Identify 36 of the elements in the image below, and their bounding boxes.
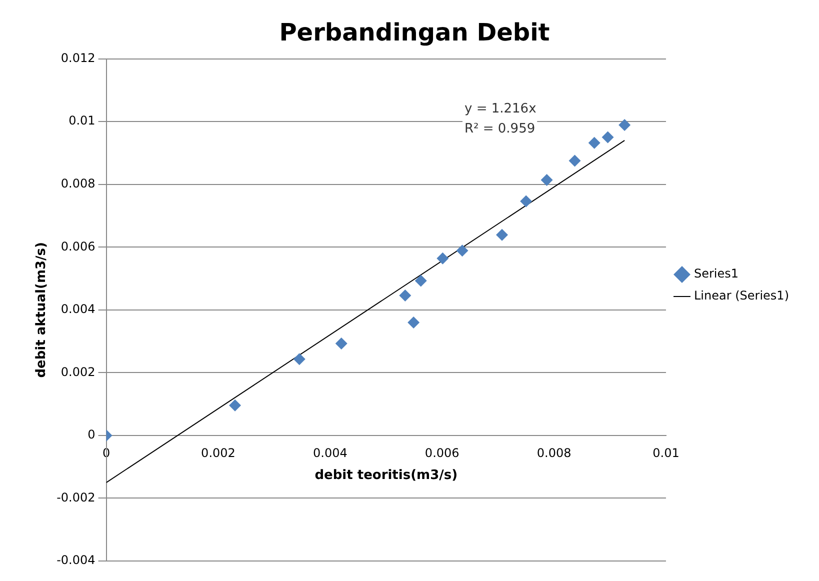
y-tick-label: 0.006 [60,239,96,254]
y-tick-label: 0.01 [68,114,96,128]
y-tick-label: 0.012 [60,50,96,65]
y-axis-title: debit aktual(m3/s) [34,242,50,378]
point [568,154,581,167]
point [602,131,614,144]
point [408,316,420,328]
point [399,289,412,302]
y-tick-label: 0.008 [60,176,96,190]
x-tick-label: 0.002 [201,446,236,460]
y-tick-label: 0.002 [60,364,96,379]
y-tick-label: 0.004 [60,302,96,316]
point [618,119,631,132]
legend-label: Series1 [694,266,739,281]
point [496,228,508,241]
annotation: R² = 0.959 [464,121,536,136]
x-tick-label: 0.006 [424,446,460,460]
point [588,136,600,149]
point [520,195,532,208]
x-axis-title: debit teoritis(m3/s) [314,468,458,484]
x-tick-label: 0.008 [536,446,572,460]
point [456,244,468,257]
point [436,252,449,264]
x-tick-label: 0.01 [652,446,680,460]
legend-label: Linear (Series1) [694,288,790,303]
point [229,399,242,412]
point [414,274,427,287]
chart-title: Perbandingan Debit [279,18,550,47]
point [293,353,306,366]
x-tick-label: 0.004 [312,446,348,460]
y-tick-label: -0.002 [56,490,96,504]
point [335,337,348,350]
y-tick-label: 0 [88,428,96,442]
annotation: y = 1.216x [464,101,537,116]
point [540,174,553,186]
y-tick-label: -0.004 [56,553,96,568]
